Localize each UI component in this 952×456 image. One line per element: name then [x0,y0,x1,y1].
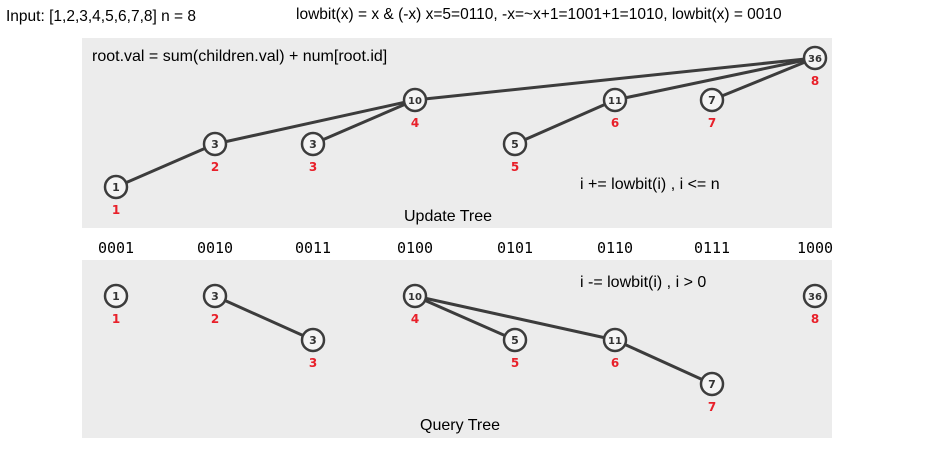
lowbit-text: lowbit(x) = x & (-x) x=5=0110, -x=~x+1=1… [296,6,782,23]
query-node-value: 3 [211,290,219,303]
update-node-8: 36 8 [802,45,828,88]
query-node-index: 2 [211,312,219,326]
update-edge-4-8 [414,56,816,102]
update-tree-panel [82,38,832,228]
update-node-index: 2 [211,160,219,174]
update-node-2: 32 [202,131,228,174]
query-node-value: 10 [408,292,422,303]
update-node-value: 11 [608,96,622,107]
query-node-value: 11 [608,336,622,347]
query-node-value: 3 [309,334,317,347]
update-node-circle [602,87,628,113]
query-edge-4-5 [414,294,516,342]
update-edge-3-4 [312,98,416,146]
update-node-index: 6 [611,116,619,130]
binary-label: 0011 [295,239,331,257]
binary-label: 0100 [397,239,433,257]
update-node-value: 3 [211,138,219,151]
query-node-value: 5 [511,334,519,347]
update-node-circle [502,131,528,157]
update-node-index: 1 [112,203,120,217]
query-node-index: 8 [811,312,819,326]
input-text: Input: [1,2,3,4,5,6,7,8] n = 8 [6,8,196,25]
update-node-3: 33 [300,131,326,174]
query-edge-6-7 [614,338,713,386]
query-node-value: 36 [808,292,822,303]
query-node-7: 77 [699,371,725,414]
binary-label: 0001 [98,239,134,257]
update-node-circle [699,87,725,113]
query-edge-4-6 [414,294,616,342]
update-node-value: 5 [511,138,519,151]
query-node-circle [699,371,725,397]
update-node-index: 5 [511,160,519,174]
update-node-circle [103,174,129,200]
update-edge-5-6 [514,98,616,146]
query-node-5: 55 [502,327,528,370]
update-node-1: 11 [103,174,129,217]
update-node-6: 11 6 [602,87,628,130]
query-node-index: 7 [708,400,716,414]
update-formula: root.val = sum(children.val) + num[root.… [92,48,387,65]
update-node-4: 10 4 [402,87,428,130]
query-tree-edges [214,294,713,386]
query-node-index: 6 [611,356,619,370]
update-node-index: 8 [811,74,819,88]
query-node-circle [802,283,828,309]
query-node-index: 1 [112,312,120,326]
binary-label: 0010 [197,239,233,257]
query-node-6: 11 6 [602,327,628,370]
query-node-2: 32 [202,283,228,326]
update-node-value: 3 [309,138,317,151]
query-tree-caption: Query Tree [420,417,500,434]
binary-label: 1000 [797,239,833,257]
update-edge-6-8 [614,56,816,102]
query-node-circle [202,283,228,309]
update-node-circle [300,131,326,157]
query-rule: i -= lowbit(i) , i > 0 [580,274,706,291]
update-edge-7-8 [711,56,816,102]
update-node-circle [802,45,828,71]
query-node-index: 3 [309,356,317,370]
query-node-circle [300,327,326,353]
binary-label: 0101 [497,239,533,257]
binary-label: 0111 [694,239,730,257]
query-node-1: 11 [103,283,129,326]
update-node-5: 55 [502,131,528,174]
update-node-value: 10 [408,96,422,107]
query-node-index: 5 [511,356,519,370]
query-tree-panel [82,260,832,438]
update-rule: i += lowbit(i) , i <= n [580,176,720,193]
update-node-value: 36 [808,54,822,65]
update-tree-edges [115,56,816,189]
query-edge-2-3 [214,294,314,342]
update-node-circle [202,131,228,157]
update-node-index: 4 [411,116,419,130]
binary-index-row: 0001 0010 0011 0100 0101 0110 0111 1000 [98,239,833,257]
query-node-circle [502,327,528,353]
update-node-value: 7 [708,94,716,107]
query-node-index: 4 [411,312,419,326]
update-node-value: 1 [112,181,120,194]
query-node-circle [602,327,628,353]
update-node-index: 3 [309,160,317,174]
query-node-value: 7 [708,378,716,391]
update-edge-1-2 [115,142,216,189]
query-node-4: 10 4 [402,283,428,326]
update-tree-caption: Update Tree [404,208,492,225]
update-node-7: 77 [699,87,725,130]
query-node-value: 1 [112,290,120,303]
query-node-circle [402,283,428,309]
query-node-circle [103,283,129,309]
query-node-8: 36 8 [802,283,828,326]
binary-label: 0110 [597,239,633,257]
update-node-index: 7 [708,116,716,130]
update-edge-2-4 [214,98,416,146]
query-node-3: 33 [300,327,326,370]
update-node-circle [402,87,428,113]
